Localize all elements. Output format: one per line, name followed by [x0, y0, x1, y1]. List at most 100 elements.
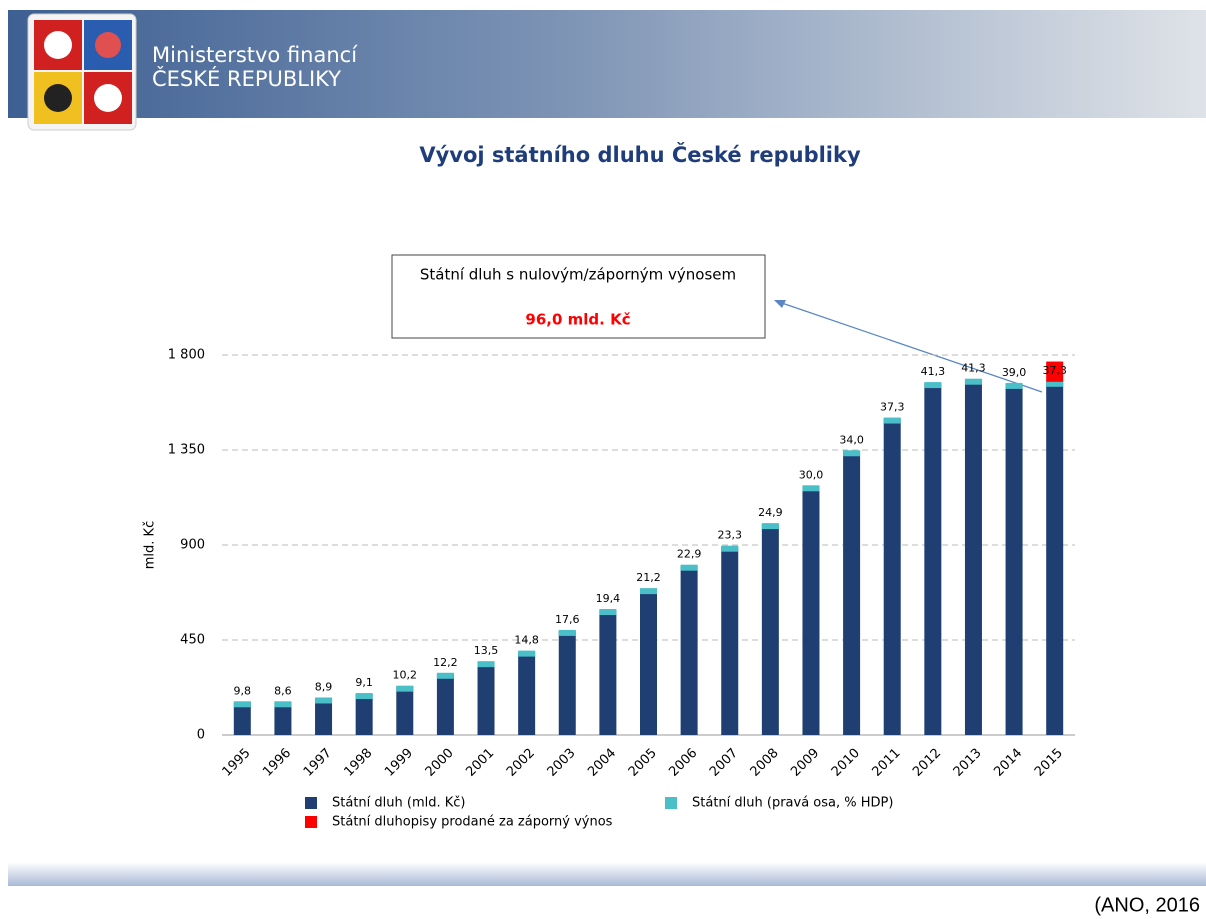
x-tick-label: 2015	[1032, 746, 1066, 780]
ministry-name: Ministerstvo financí	[152, 43, 358, 67]
y-tick-label: 0	[197, 728, 205, 743]
x-tick-label: 2010	[829, 746, 863, 780]
hdp-cap	[924, 382, 942, 389]
legend-label: Státní dluh (pravá osa, % HDP)	[692, 796, 893, 811]
data-label: 9,1	[355, 676, 373, 689]
bar	[233, 702, 251, 735]
bar	[924, 383, 942, 735]
data-label: 37,3	[880, 401, 905, 414]
y-axis-label: mld. Kč	[143, 521, 158, 569]
bar	[315, 698, 333, 735]
bar	[964, 379, 982, 735]
data-label: 37,3	[1042, 364, 1067, 377]
data-label: 14,8	[514, 634, 539, 647]
x-tick-label: 1998	[341, 746, 375, 780]
bar	[1005, 383, 1023, 735]
hdp-cap	[315, 697, 333, 704]
x-tick-label: 2000	[423, 746, 457, 780]
bar	[518, 651, 536, 735]
hdp-cap	[964, 378, 982, 385]
hdp-cap	[355, 693, 373, 700]
data-label: 19,4	[596, 592, 621, 605]
header-band	[8, 10, 1206, 118]
bar	[883, 418, 901, 735]
data-label: 8,6	[274, 684, 292, 697]
x-tick-label: 2001	[463, 746, 497, 780]
bar	[436, 673, 454, 735]
chart-title: Vývoj státního dluhu České republiky	[419, 142, 861, 167]
data-label: 22,9	[677, 548, 702, 561]
hdp-cap	[558, 629, 576, 636]
legend-swatch	[305, 816, 317, 828]
data-label: 17,6	[555, 613, 580, 626]
hdp-cap	[233, 701, 251, 708]
annotation-text: Státní dluh s nulovým/záporným výnosem	[420, 266, 736, 284]
hdp-cap	[396, 685, 414, 692]
x-tick-label: 2006	[666, 746, 700, 780]
data-label: 13,5	[474, 644, 499, 657]
bar	[274, 702, 292, 735]
bar	[1046, 381, 1064, 735]
data-label: 41,3	[921, 365, 946, 378]
y-tick-label: 1 350	[168, 443, 205, 458]
hdp-cap	[680, 564, 698, 571]
data-label: 39,0	[1002, 366, 1027, 379]
hdp-cap	[436, 672, 454, 679]
hdp-cap	[802, 485, 820, 492]
x-tick-label: 1999	[382, 746, 416, 780]
x-tick-label: 2012	[910, 746, 944, 780]
y-tick-label: 900	[180, 538, 205, 553]
negative-yield-segment	[1046, 361, 1064, 382]
x-tick-label: 2002	[504, 746, 538, 780]
hdp-cap	[1005, 382, 1023, 389]
coat-of-arms	[27, 13, 137, 131]
x-tick-label: 2013	[951, 746, 985, 780]
data-label: 41,3	[961, 362, 986, 375]
y-tick-label: 450	[180, 633, 205, 648]
bar	[477, 662, 495, 735]
x-tick-label: 2009	[788, 746, 822, 780]
data-label: 24,9	[758, 506, 783, 519]
bar	[558, 630, 576, 735]
x-tick-label: 2003	[545, 746, 579, 780]
bar	[355, 694, 373, 735]
legend-swatch	[305, 797, 317, 809]
source: (ANO, 2016	[1094, 894, 1200, 916]
annotation-value: 96,0 mld. Kč	[525, 311, 630, 329]
legend-label: Státní dluh (mld. Kč)	[332, 796, 465, 811]
data-label: 21,2	[636, 571, 661, 584]
annotation-box	[391, 254, 766, 339]
hdp-cap	[843, 450, 861, 457]
hdp-cap	[1046, 380, 1064, 387]
hdp-cap	[883, 417, 901, 424]
data-label: 30,0	[799, 468, 824, 481]
data-label: 8,9	[315, 680, 333, 693]
bar	[843, 451, 861, 735]
bar	[396, 686, 414, 735]
x-tick-label: 2007	[707, 746, 741, 780]
hdp-cap	[640, 588, 657, 595]
hdp-cap	[518, 650, 536, 657]
x-tick-label: 2004	[585, 746, 619, 780]
x-tick-label: 2011	[870, 746, 904, 780]
ministry-country: ČESKÉ REPUBLIKY	[152, 66, 341, 91]
footer-band	[8, 862, 1206, 886]
x-tick-label: 2014	[991, 746, 1025, 780]
annotation-arrow	[775, 300, 1043, 393]
data-label: 12,2	[433, 656, 458, 669]
arrow-head	[774, 300, 786, 308]
hdp-cap	[761, 523, 779, 530]
bar	[640, 589, 657, 735]
data-label: 34,0	[839, 433, 864, 446]
bar	[680, 565, 698, 735]
bar	[599, 610, 617, 735]
bar	[802, 486, 820, 735]
x-tick-label: 1995	[220, 746, 254, 780]
hdp-cap	[274, 701, 292, 708]
legend-label: Státní dluhopisy prodané za záporný výno…	[332, 815, 613, 830]
legend-swatch	[665, 797, 677, 809]
bar	[761, 524, 779, 735]
hdp-cap	[477, 661, 495, 668]
data-label: 9,8	[234, 684, 252, 697]
